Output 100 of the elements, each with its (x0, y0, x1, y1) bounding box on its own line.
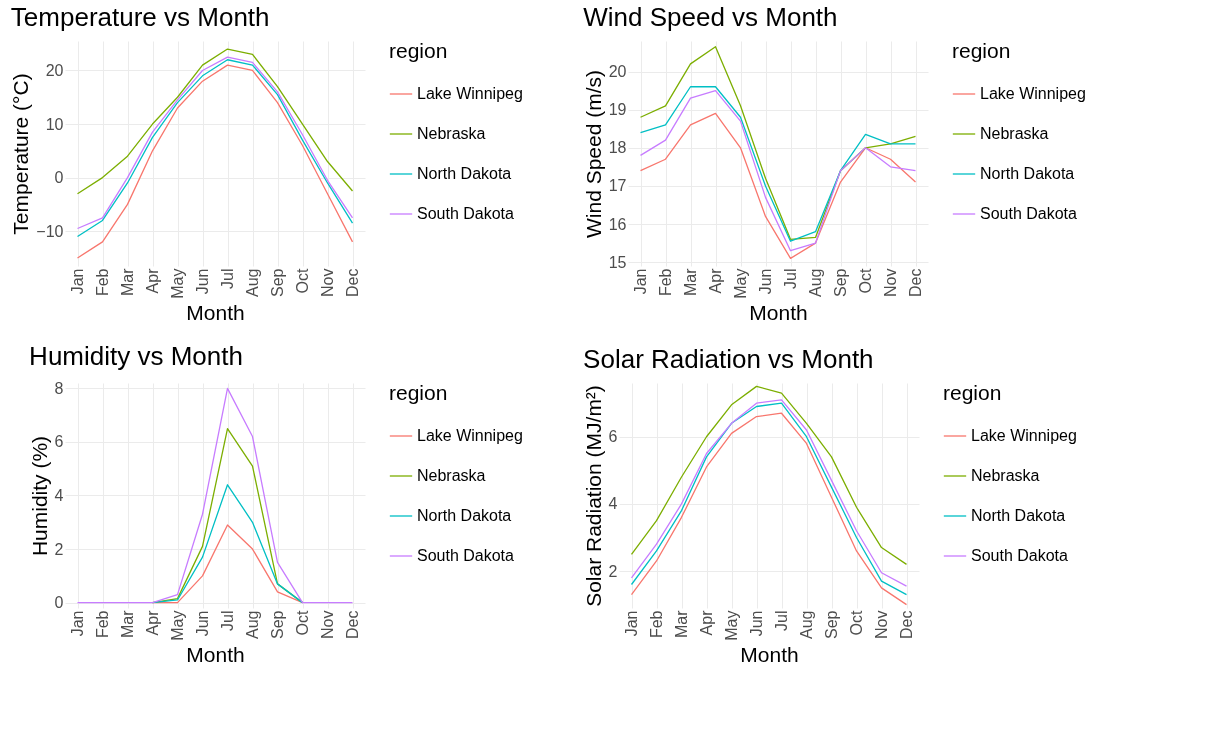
y-tick-label: 4 (608, 495, 618, 513)
x-tick-label: Sep (823, 610, 840, 639)
x-tick-label: Mar (119, 609, 136, 639)
legend-label: Lake Winnipeg (971, 427, 1077, 444)
x-tick-label: Dec (907, 268, 924, 297)
x-axis-title: Month (186, 300, 245, 324)
x-tick-label: Feb (94, 610, 111, 639)
y-tick-label: 19 (608, 101, 627, 119)
x-tick-label: Jun (194, 610, 211, 637)
x-tick-label: Jun (194, 268, 211, 295)
legend-title: region (943, 381, 1002, 404)
chart-title: Humidity vs Month (29, 341, 243, 372)
x-tick-label: Dec (344, 610, 361, 639)
legend-title: region (389, 381, 448, 404)
x-tick-label: Nov (319, 268, 336, 297)
legend-label: South Dakota (980, 205, 1078, 222)
x-tick-label: Mar (673, 609, 690, 639)
x-tick-label: Jul (219, 610, 236, 631)
y-tick-label: 18 (608, 139, 627, 157)
x-tick-label: Oct (294, 609, 311, 636)
y-tick-label: 15 (608, 253, 627, 271)
legend-label: North Dakota (980, 165, 1075, 182)
x-tick-label: Jul (219, 268, 236, 289)
legend-label: Nebraska (971, 467, 1040, 484)
x-tick-label: Oct (294, 267, 311, 294)
x-tick-label: Apr (144, 609, 161, 636)
y-tick-label: 2 (54, 540, 64, 558)
x-tick-label: Jan (69, 268, 86, 295)
x-tick-label: Jan (623, 610, 640, 637)
line-series (630, 385, 908, 565)
y-axis-title: Solar Radiation (MJ/m²) (581, 385, 605, 607)
legend-label: Nebraska (980, 125, 1049, 142)
x-tick-label: Jun (748, 610, 765, 637)
legend-label: South Dakota (971, 547, 1069, 564)
y-tick-label: 4 (54, 487, 64, 504)
legend-label: Lake Winnipeg (417, 85, 523, 102)
x-tick-label: Jul (782, 268, 799, 289)
y-tick-label: 6 (54, 433, 64, 451)
y-tick-label: 0 (54, 169, 64, 187)
line-series (76, 387, 354, 604)
x-tick-label: Mar (682, 267, 699, 297)
x-tick-label: Nov (319, 610, 336, 639)
legend-label: South Dakota (417, 205, 515, 222)
x-tick-label: Aug (244, 610, 261, 639)
y-tick-label: 17 (608, 177, 627, 195)
x-tick-label: Dec (898, 610, 915, 639)
legend-label: South Dakota (417, 547, 515, 564)
x-tick-label: Mar (119, 267, 136, 297)
x-tick-label: Jul (773, 610, 790, 631)
x-tick-label: Oct (848, 609, 865, 636)
y-tick-label: 20 (45, 61, 64, 79)
legend-label: North Dakota (971, 507, 1066, 524)
x-tick-label: May (169, 610, 186, 641)
y-tick-label: 8 (54, 379, 64, 397)
y-axis-title: Wind Speed (m/s) (581, 69, 605, 239)
x-tick-label: Nov (882, 268, 899, 297)
y-tick-label: 6 (608, 428, 618, 446)
y-tick-label: 0 (54, 594, 64, 612)
x-axis-title: Month (749, 300, 808, 324)
y-axis-title: Temperature (°C) (9, 73, 33, 235)
line-series (76, 48, 354, 195)
x-tick-label: Aug (244, 268, 261, 297)
x-tick-label: Jun (757, 268, 774, 295)
x-tick-label: Feb (648, 610, 665, 639)
y-tick-label: −10 (36, 222, 64, 240)
legend-title: region (389, 39, 448, 62)
x-tick-label: Sep (269, 268, 286, 297)
y-tick-label: 16 (608, 215, 627, 233)
x-tick-label: Sep (832, 268, 849, 297)
x-tick-label: Jan (632, 268, 649, 295)
x-tick-label: May (169, 268, 186, 299)
legend-label: Lake Winnipeg (417, 427, 523, 444)
chart-title: Temperature vs Month (10, 2, 270, 32)
x-axis-title: Month (186, 642, 245, 666)
x-tick-label: Apr (698, 609, 715, 636)
x-tick-label: Nov (873, 610, 890, 639)
legend-label: North Dakota (417, 165, 512, 182)
x-tick-label: Apr (144, 267, 161, 294)
legend-label: North Dakota (417, 507, 512, 524)
legend-label: Nebraska (417, 467, 486, 484)
x-axis-title: Month (740, 642, 799, 666)
x-tick-label: Feb (94, 268, 111, 297)
x-tick-label: Dec (344, 268, 361, 297)
x-tick-label: Oct (857, 267, 874, 294)
x-tick-label: May (732, 268, 749, 299)
x-tick-label: May (723, 610, 740, 641)
x-tick-label: Apr (707, 267, 724, 294)
legend-title: region (952, 39, 1011, 62)
x-tick-label: Jan (69, 610, 86, 637)
y-tick-label: 2 (608, 562, 618, 580)
x-tick-label: Aug (798, 610, 815, 639)
chart-title: Wind Speed vs Month (583, 2, 838, 32)
chart-title: Solar Radiation vs Month (583, 344, 874, 374)
y-axis-title: Humidity (%) (27, 435, 51, 557)
x-tick-label: Feb (657, 268, 674, 297)
legend-label: Lake Winnipeg (980, 85, 1086, 102)
x-tick-label: Sep (269, 610, 286, 639)
y-tick-label: 10 (45, 115, 64, 133)
y-tick-label: 20 (608, 63, 627, 81)
line-series (639, 112, 917, 260)
